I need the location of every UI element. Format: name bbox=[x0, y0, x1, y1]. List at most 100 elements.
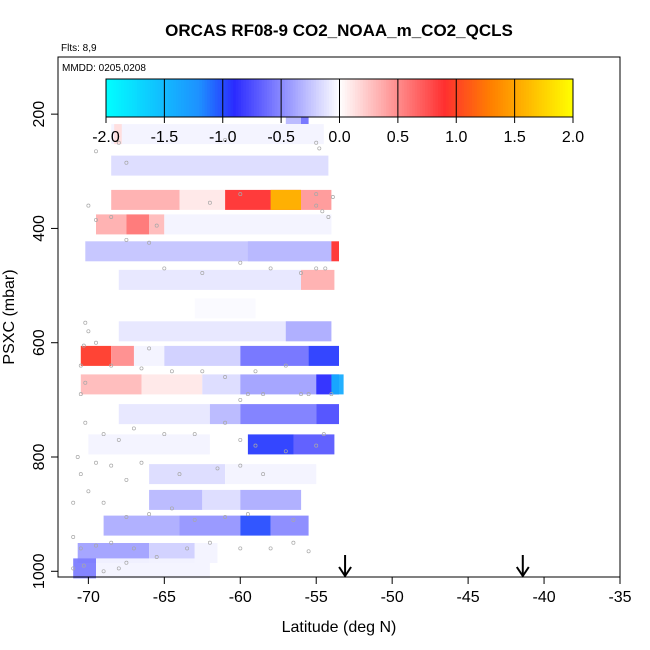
colorbar-swatch bbox=[544, 79, 548, 117]
colorbar-swatch bbox=[370, 79, 374, 117]
colorbar-swatch bbox=[297, 79, 302, 117]
x-tick-label: -70 bbox=[77, 589, 100, 606]
heat-cell bbox=[149, 214, 165, 235]
sample-point bbox=[78, 546, 83, 551]
colorbar-swatch bbox=[466, 79, 470, 117]
colorbar-swatch bbox=[183, 79, 187, 117]
sample-point bbox=[71, 566, 76, 571]
colorbar-swatch bbox=[285, 79, 289, 117]
chart-title: ORCAS RF08-9 CO2_NOAA_m_CO2_QCLS bbox=[165, 21, 513, 40]
heat-cell bbox=[270, 515, 309, 536]
sample-point bbox=[124, 160, 129, 165]
colorbar-swatch bbox=[417, 79, 421, 117]
sample-point bbox=[109, 540, 114, 545]
sample-point bbox=[261, 472, 266, 477]
sample-point bbox=[147, 240, 152, 245]
heat-cell bbox=[126, 214, 150, 235]
flight-arrows bbox=[338, 555, 530, 578]
sample-point bbox=[94, 543, 98, 548]
y-tick-label: 600 bbox=[31, 329, 48, 356]
colorbar-swatch bbox=[425, 79, 429, 117]
colorbar-tick-label: -0.5 bbox=[267, 129, 295, 146]
sample-point bbox=[78, 472, 83, 477]
sample-point bbox=[139, 366, 144, 371]
colorbar-swatch bbox=[560, 79, 564, 117]
sample-point bbox=[124, 560, 129, 565]
heat-cell bbox=[209, 404, 241, 425]
sample-point bbox=[314, 266, 319, 271]
colorbar-swatch bbox=[212, 79, 216, 117]
sample-point bbox=[314, 443, 319, 448]
sample-point bbox=[299, 271, 303, 275]
colorbar-swatch bbox=[160, 79, 164, 117]
heat-cell bbox=[111, 155, 329, 176]
x-tick-label: -45 bbox=[457, 589, 480, 606]
sample-point bbox=[154, 223, 159, 228]
flights-note: Flts: 8,9 bbox=[61, 43, 97, 54]
colorbar-swatch bbox=[458, 79, 462, 117]
sample-point bbox=[320, 209, 325, 214]
colorbar-swatch bbox=[401, 79, 405, 117]
colorbar-swatch bbox=[541, 79, 545, 117]
sample-point bbox=[223, 420, 228, 425]
colorbar-swatch bbox=[217, 79, 221, 117]
colorbar-swatch bbox=[445, 79, 449, 117]
colorbar-swatch bbox=[238, 79, 242, 117]
sample-point bbox=[323, 266, 328, 271]
colorbar-swatch bbox=[108, 79, 112, 117]
colorbar-swatch bbox=[448, 79, 452, 117]
y-axis: 200 400 600 800 1000 bbox=[31, 101, 58, 589]
colorbar-swatch bbox=[342, 79, 346, 117]
sample-point bbox=[245, 392, 250, 397]
sample-point bbox=[253, 443, 258, 448]
colorbar-swatch bbox=[310, 79, 315, 117]
colorbar-swatch bbox=[393, 79, 398, 117]
colorbar-swatch bbox=[406, 79, 411, 117]
colorbar-swatch bbox=[508, 79, 512, 117]
sample-point bbox=[223, 515, 228, 519]
colorbar-swatch bbox=[209, 79, 213, 117]
colorbar-swatch bbox=[471, 79, 475, 117]
heat-cell bbox=[225, 464, 317, 485]
colorbar-swatch bbox=[261, 79, 265, 117]
colorbar-swatch bbox=[347, 79, 351, 117]
heat-cell bbox=[77, 543, 150, 563]
colorbar: -2.0 -1.5 -1.0 -0.5 0.0 0.5 1.0 1.5 2.0 bbox=[92, 78, 584, 146]
heat-cell bbox=[247, 241, 332, 262]
colorbar-swatch bbox=[510, 79, 514, 117]
sample-point bbox=[94, 340, 98, 345]
colorbar-swatch bbox=[305, 79, 309, 117]
colorbar-swatch bbox=[266, 79, 270, 117]
colorbar-swatch bbox=[349, 79, 353, 117]
y-axis-label: PSXC (mbar) bbox=[1, 269, 18, 364]
heat-cell bbox=[73, 558, 96, 579]
colorbar-swatch bbox=[386, 79, 390, 117]
heat-cell bbox=[118, 269, 302, 290]
sample-point bbox=[261, 392, 266, 397]
sample-point bbox=[329, 392, 334, 397]
colorbar-swatch bbox=[414, 79, 418, 117]
colorbar-swatch bbox=[235, 79, 239, 117]
colorbar-swatch bbox=[303, 79, 307, 117]
plot-frame bbox=[57, 56, 621, 578]
colorbar-swatch bbox=[290, 79, 294, 117]
heat-cell bbox=[316, 404, 339, 425]
heat-cell bbox=[103, 515, 180, 536]
date-note: MMDD: 0205,0208 bbox=[62, 63, 146, 74]
heat-cell bbox=[331, 374, 344, 395]
sample-point bbox=[321, 432, 326, 437]
sample-point bbox=[291, 517, 296, 522]
heat-cell bbox=[118, 321, 332, 342]
x-axis-label: Latitude (deg N) bbox=[282, 619, 397, 636]
colorbar-swatch bbox=[440, 79, 444, 117]
y-tick-label: 1000 bbox=[31, 553, 48, 589]
sample-point bbox=[162, 432, 167, 437]
colorbar-swatch bbox=[214, 79, 219, 117]
colorbar-swatch bbox=[300, 79, 304, 117]
heat-cell bbox=[179, 515, 241, 536]
heat-cell bbox=[149, 464, 225, 485]
colorbar-swatch bbox=[269, 79, 273, 117]
sample-point bbox=[223, 375, 228, 379]
colorbar-swatch bbox=[539, 79, 543, 117]
